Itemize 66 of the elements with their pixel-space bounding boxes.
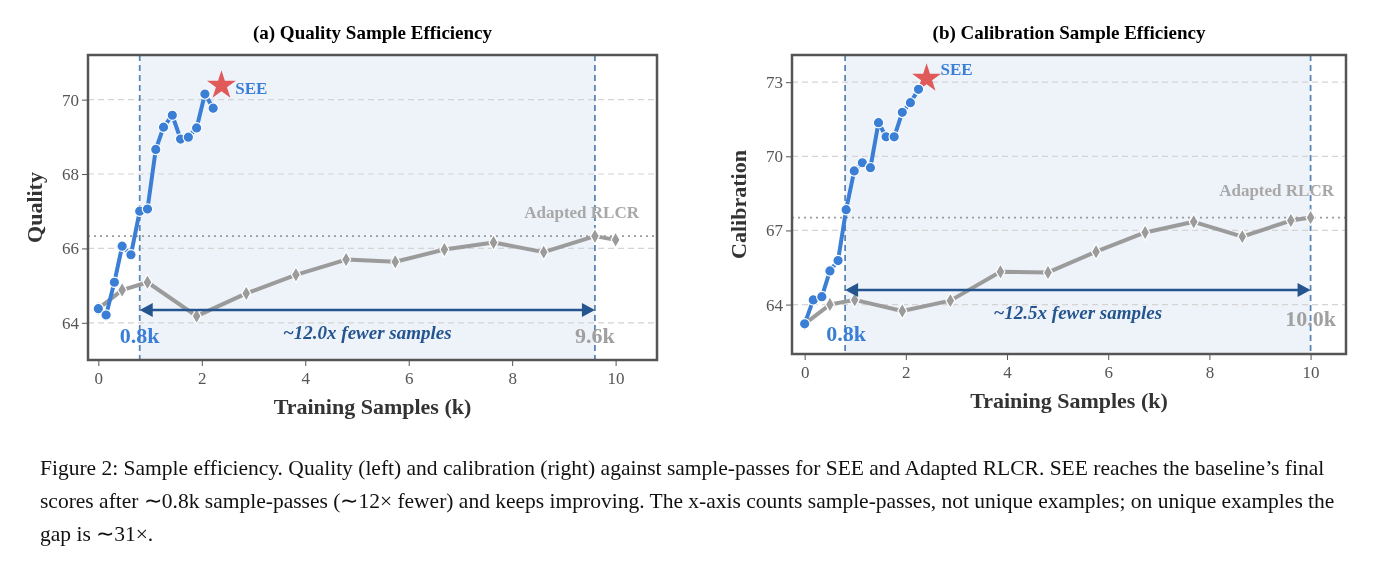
point [149,143,162,156]
y-axis-title: Quality [22,172,47,243]
x-tick-label: 8 [1205,363,1215,383]
point [141,203,154,215]
x-tick-label: 4 [301,369,311,389]
x-tick-label: 6 [404,369,414,389]
x-tick-label: 10 [1302,363,1320,383]
point [912,63,942,91]
series-label: Adapted RLCR [524,202,640,222]
y-tick-label: 67 [766,221,784,241]
series-label: Adapted RLCR [1219,180,1335,200]
point [207,102,219,114]
chart-title: (b) Calibration Sample Efficiency [932,22,1206,44]
point [864,161,877,174]
point [157,121,170,133]
caption: Figure 2: Sample efficiency. Quality (left) and calibration (right) against sample-passes for SEE and Adapted RLCR. SEE reaches the baseline’s final scores after ∼0.8k sample-passes (∼12× fewer) and keeps improving. The x-axis counts sample-passes, not unique examples; on unique examples the gap is ∼31×. [40,455,1336,548]
point [206,70,236,98]
point [824,296,836,313]
annotation: 0.8k [826,320,867,346]
annotation: ~12.5x fewer samples [993,301,1163,323]
point [816,290,828,303]
annotation: 0.8k [119,323,161,349]
y-tick-label: 68 [62,164,79,184]
x-tick-label: 0 [94,369,104,389]
point [912,83,925,96]
point [182,131,195,143]
point [856,156,869,169]
x-tick-label: 4 [1003,363,1013,383]
x-tick-label: 8 [508,369,517,389]
series-label: SEE [940,60,973,80]
annotation: 10.0k [1285,305,1337,331]
y-tick-label: 70 [766,147,783,167]
chart-title: (a) Quality Sample Efficiency [252,22,493,44]
point [116,240,128,252]
point [896,106,909,119]
point [100,309,112,321]
point [888,131,900,143]
point [848,165,861,177]
point [832,254,844,267]
x-tick-label: 2 [902,363,911,383]
x-tick-label: 6 [1104,363,1113,383]
annotation: 9.6k [575,323,616,349]
x-axis-title: Training Samples (k) [970,388,1168,413]
y-axis-title: Calibration [726,150,751,259]
point [1042,264,1054,281]
y-tick-label: 70 [62,90,79,110]
y-tick-label: 64 [62,313,80,333]
point [108,276,121,289]
y-tick-label: 66 [62,239,79,259]
point [798,318,811,330]
point [166,109,179,122]
x-tick-label: 0 [800,363,810,383]
point [872,116,885,129]
point [125,248,137,261]
point [824,265,836,277]
point [199,88,211,100]
point [904,96,917,109]
x-tick-label: 2 [198,369,207,389]
series-label: SEE [235,79,268,99]
annotation: ~12.0x fewer samples [283,321,452,343]
x-axis-title: Training Samples (k) [273,394,472,419]
y-tick-label: 64 [766,295,784,315]
point [190,122,203,134]
x-tick-label: 10 [607,369,625,389]
point [840,203,852,216]
y-tick-label: 73 [766,73,783,93]
